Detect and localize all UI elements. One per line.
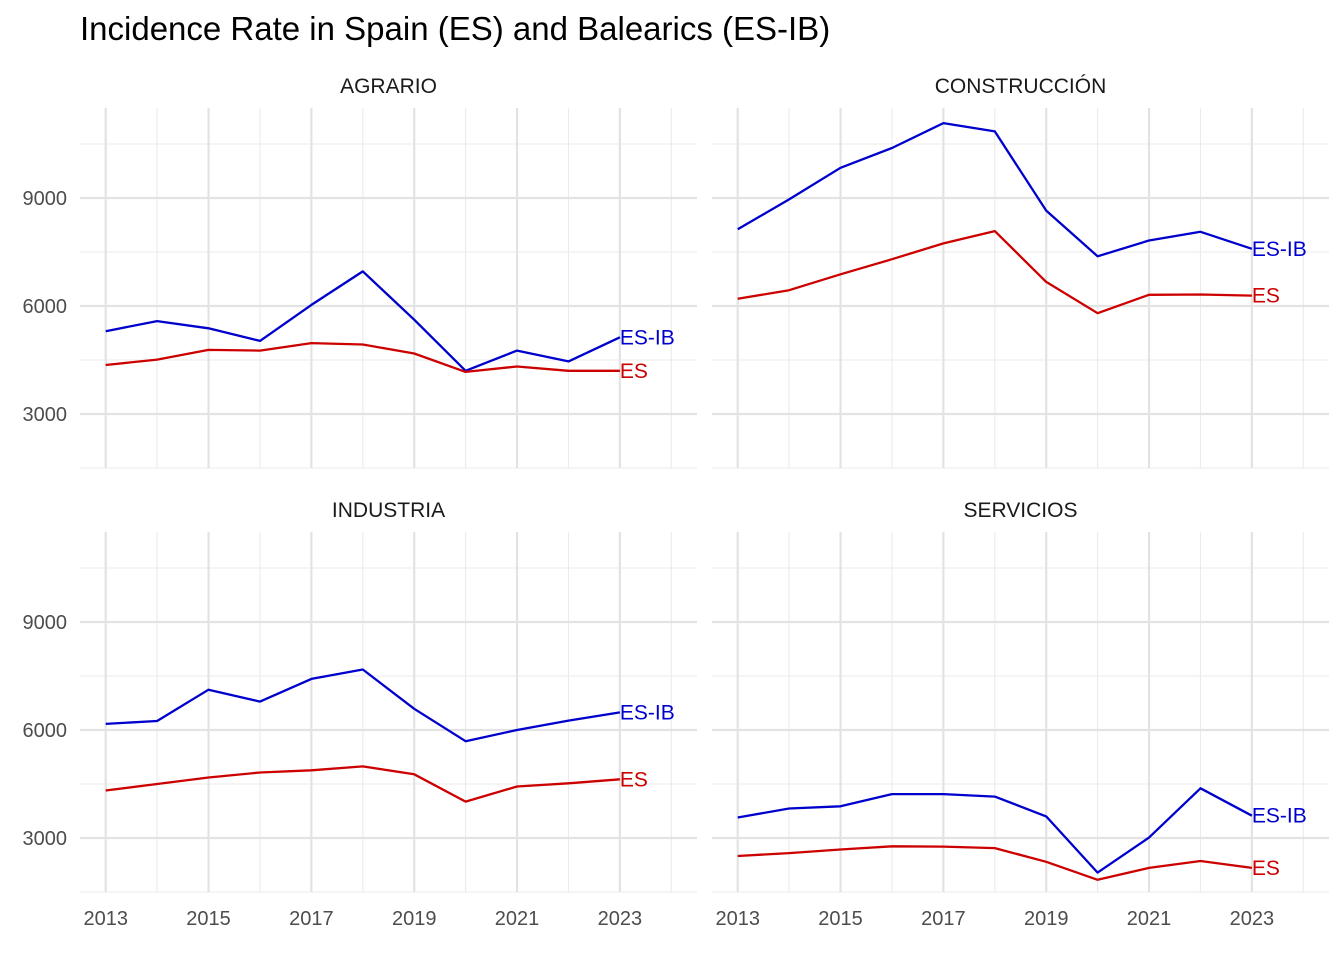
series-line-es-ib bbox=[737, 121, 1253, 258]
y-tick-label: 6000 bbox=[23, 296, 68, 318]
x-tick-label: 2021 bbox=[495, 908, 540, 930]
y-tick-label: 9000 bbox=[23, 188, 68, 210]
y-tick-label: 6000 bbox=[23, 720, 68, 742]
x-tick-label: 2021 bbox=[1127, 908, 1172, 930]
series-line-es bbox=[737, 845, 1253, 881]
series-line-es-ib bbox=[737, 787, 1253, 874]
x-tick-label: 2017 bbox=[289, 908, 334, 930]
series-label-es-ib: ES-IB bbox=[620, 326, 675, 349]
series-line-es-ib bbox=[105, 668, 621, 743]
panel-servicios: SERVICIOS 2013 2015 2017 2019 2021 2023 ES-IB ES bbox=[712, 499, 1329, 930]
panel-construccion: CONSTRUCCIÓN ES-IB ES bbox=[712, 75, 1329, 469]
y-tick-label: 3000 bbox=[23, 828, 68, 850]
series-label-es-ib: ES-IB bbox=[620, 701, 675, 724]
series-label-es: ES bbox=[620, 768, 648, 791]
x-tick-label: 2023 bbox=[598, 908, 643, 930]
panel-title: AGRARIO bbox=[340, 75, 437, 98]
x-tick-label: 2015 bbox=[186, 908, 231, 930]
x-tick-label: 2019 bbox=[1024, 908, 1069, 930]
panel-agrario: AGRARIO 3000 6000 9000 ES-IB ES bbox=[23, 75, 697, 469]
chart-title: Incidence Rate in Spain (ES) and Baleari… bbox=[80, 10, 831, 47]
series-label-es: ES bbox=[1252, 285, 1280, 308]
y-tick-label: 3000 bbox=[23, 404, 68, 426]
x-tick-label: 2013 bbox=[715, 908, 760, 930]
series-label-es: ES bbox=[620, 360, 648, 383]
series-line-es bbox=[737, 229, 1252, 315]
series-label-es: ES bbox=[1252, 857, 1280, 880]
y-tick-label: 9000 bbox=[23, 612, 68, 634]
series-line-es bbox=[105, 765, 620, 803]
panel-industria: INDUSTRIA 3000 6000 9000 2013 2015 2017 2019 202… bbox=[23, 499, 697, 930]
x-tick-label: 2013 bbox=[83, 908, 128, 930]
x-tick-label: 2019 bbox=[392, 908, 437, 930]
panel-title: INDUSTRIA bbox=[332, 499, 445, 522]
x-tick-label: 2017 bbox=[921, 908, 966, 930]
panel-title: SERVICIOS bbox=[964, 499, 1078, 522]
series-label-es-ib: ES-IB bbox=[1252, 238, 1307, 261]
x-tick-label: 2023 bbox=[1230, 908, 1275, 930]
series-line-es bbox=[105, 341, 620, 374]
series-label-es-ib: ES-IB bbox=[1252, 805, 1307, 828]
x-tick-label: 2015 bbox=[818, 908, 863, 930]
series-line-es-ib bbox=[105, 270, 621, 372]
panel-title: CONSTRUCCIÓN bbox=[935, 75, 1107, 98]
